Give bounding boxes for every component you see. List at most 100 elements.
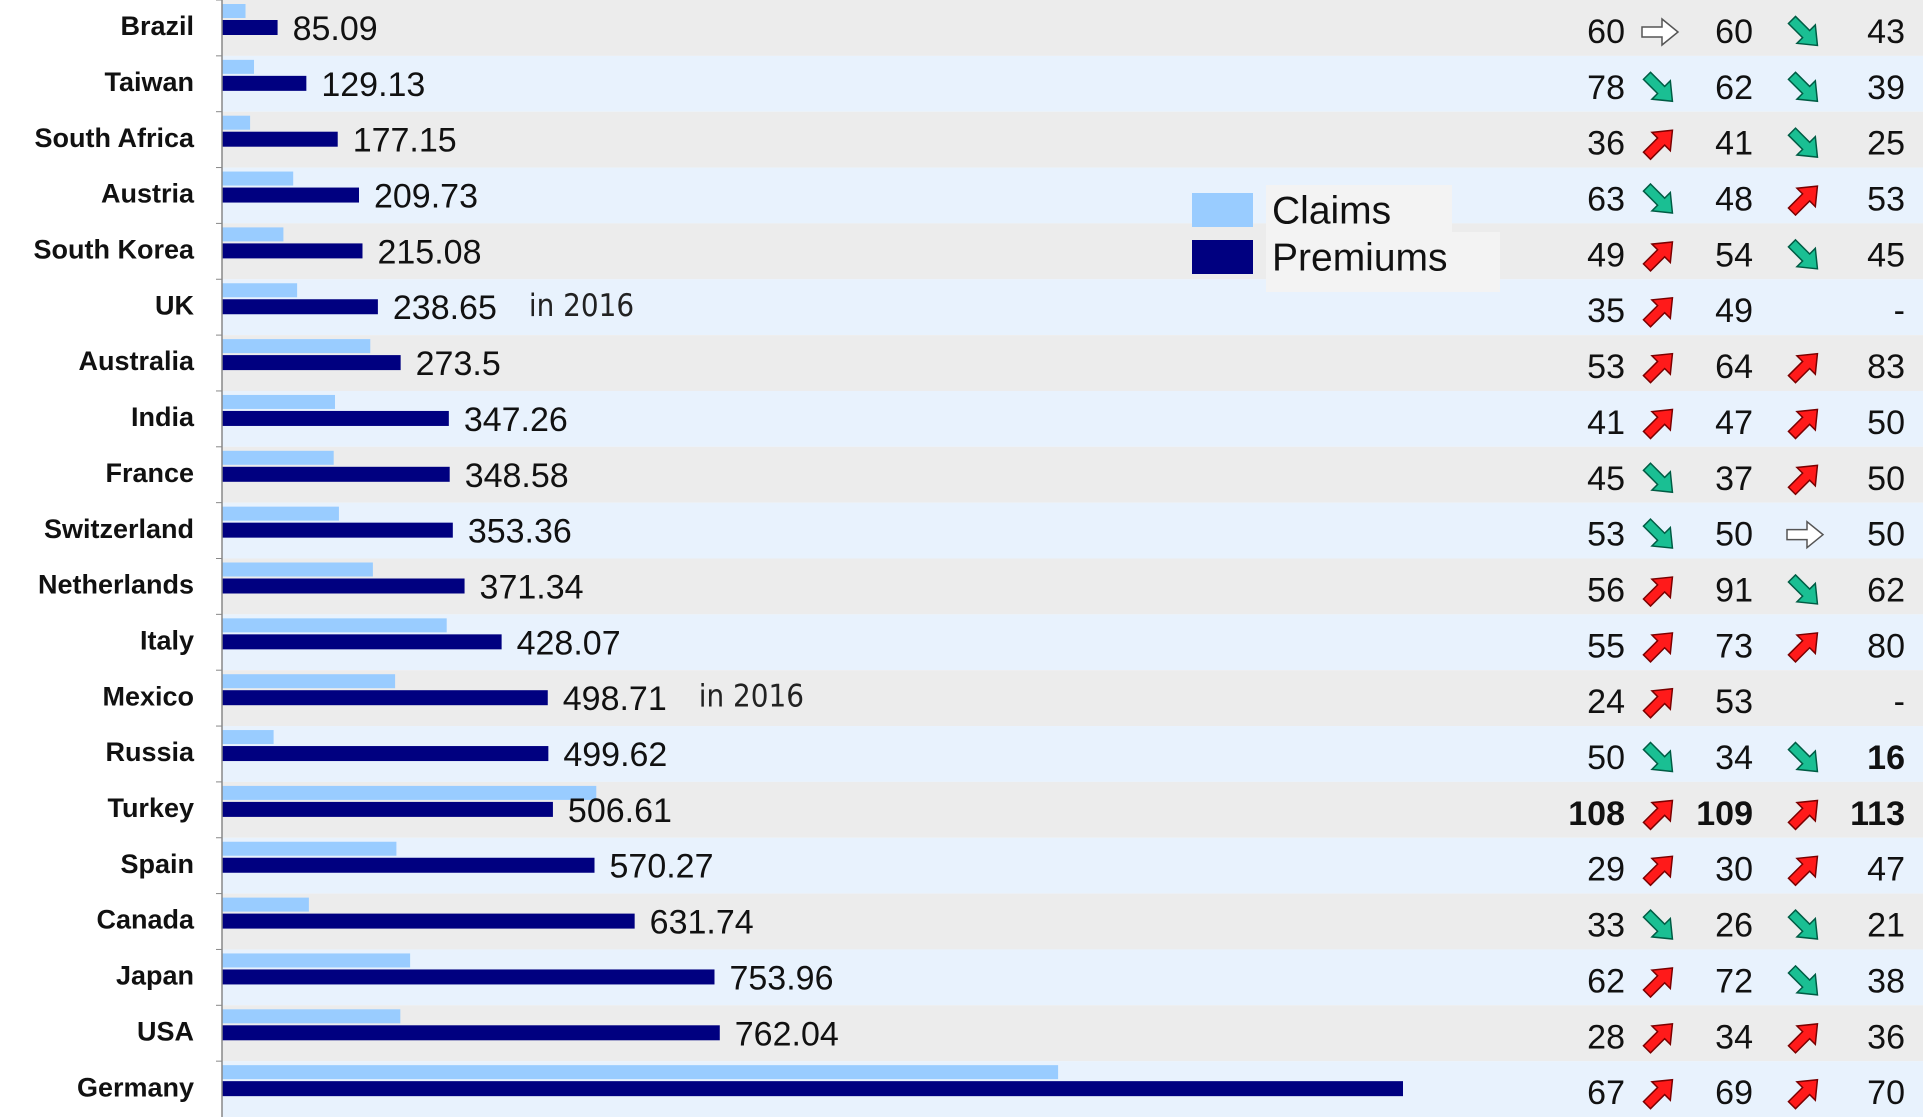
- claims-bar: [222, 841, 397, 856]
- table-value: 63: [1587, 181, 1625, 219]
- country-label: Mexico: [102, 681, 194, 711]
- trend-arrow: [1642, 518, 1674, 549]
- annotation: in 2016: [699, 679, 804, 715]
- table-value: 35: [1587, 292, 1625, 330]
- table-value: 50: [1867, 404, 1905, 442]
- value-label: 129.13: [321, 66, 425, 104]
- table-value: -: [1894, 292, 1905, 330]
- table-value: 49: [1715, 292, 1753, 330]
- table-value: 45: [1587, 460, 1625, 498]
- country-label: Taiwan: [104, 67, 194, 97]
- trend-arrow: [1787, 1078, 1819, 1110]
- table-value: 45: [1867, 236, 1905, 274]
- claims-bar: [222, 674, 396, 689]
- trend-arrow: [1642, 296, 1674, 328]
- country-label: South Africa: [34, 123, 194, 153]
- claims-bar: [222, 4, 246, 18]
- table-value: 50: [1867, 516, 1905, 554]
- country-label: Canada: [96, 905, 195, 935]
- trend-arrow: [1787, 464, 1819, 496]
- table-value: 50: [1715, 516, 1753, 554]
- trend-arrow: [1642, 352, 1674, 384]
- trend-arrow: [1642, 855, 1674, 887]
- premiums-bar: [222, 131, 338, 147]
- row-band: [222, 167, 1923, 224]
- table-value: 36: [1867, 1018, 1905, 1056]
- claims-bar: [222, 618, 447, 633]
- row-band: [222, 55, 1923, 112]
- table-value: 62: [1867, 571, 1905, 609]
- claims-bar: [222, 394, 336, 409]
- trend-arrow: [1642, 687, 1674, 719]
- claims-bar: [222, 339, 371, 354]
- table-value: 30: [1715, 851, 1753, 889]
- table-value: 73: [1715, 627, 1753, 665]
- country-label: Italy: [140, 625, 194, 655]
- value-label: 506.61: [568, 792, 672, 830]
- trend-arrow: [1787, 15, 1819, 47]
- value-label: 209.73: [374, 178, 478, 216]
- trend-arrow: [1642, 408, 1674, 440]
- trend-arrow: [1787, 185, 1819, 217]
- trend-arrow: [1787, 632, 1819, 663]
- value-label: 762.04: [735, 1015, 839, 1053]
- table-value: 67: [1587, 1074, 1625, 1112]
- legend-label: Premiums: [1272, 236, 1448, 279]
- premiums-bar: [222, 243, 363, 259]
- trend-arrow: [1787, 127, 1819, 158]
- row-band: [222, 0, 1923, 56]
- premiums-bar: [222, 522, 453, 538]
- claims-bar: [222, 506, 339, 521]
- trend-arrow: [1787, 352, 1819, 384]
- premiums-bar: [222, 857, 595, 873]
- row-band: [222, 390, 1923, 447]
- country-label: Russia: [105, 737, 195, 767]
- value-label: 348.58: [465, 457, 569, 495]
- row-band: [222, 558, 1923, 615]
- claims-bar: [222, 1065, 1059, 1080]
- claims-bar: [222, 283, 298, 298]
- claims-bar: [222, 562, 373, 577]
- table-value: 72: [1715, 962, 1753, 1000]
- premiums-bar: [222, 969, 715, 985]
- trend-arrow: [1787, 799, 1819, 831]
- value-label: 177.15: [353, 122, 457, 160]
- table-value: 49: [1587, 236, 1625, 274]
- value-label: 85.09: [293, 10, 378, 48]
- value-label: 215.08: [377, 233, 481, 271]
- row-band: [222, 279, 1923, 336]
- trend-arrow: [1642, 462, 1674, 494]
- value-label: 353.36: [468, 513, 572, 551]
- country-label: India: [131, 402, 195, 432]
- claims-bar: [222, 953, 411, 968]
- table-value: 29: [1587, 851, 1625, 889]
- row-band: [222, 614, 1923, 671]
- trend-arrow: [1642, 71, 1674, 103]
- legend-swatch: [1192, 193, 1253, 227]
- country-label: Switzerland: [44, 514, 194, 544]
- trend-arrow: [1641, 17, 1680, 47]
- table-value: 78: [1587, 69, 1625, 107]
- table-value: 55: [1587, 627, 1625, 665]
- premiums-bar: [222, 1081, 1403, 1097]
- table-value: 83: [1867, 348, 1905, 386]
- table-value: 48: [1715, 181, 1753, 219]
- trend-arrow: [1787, 741, 1819, 773]
- table-value: 53: [1715, 683, 1753, 721]
- country-label: France: [105, 458, 194, 488]
- premiums-bar: [222, 913, 635, 929]
- trend-arrow: [1642, 241, 1674, 273]
- table-value: 108: [1568, 795, 1625, 833]
- table-value: 34: [1715, 1018, 1753, 1056]
- value-label: 238.65: [393, 289, 497, 327]
- table-value: 64: [1715, 348, 1753, 386]
- row-band: [222, 446, 1923, 503]
- trend-arrow: [1642, 967, 1674, 999]
- row-backgrounds: [222, 0, 1923, 1117]
- premiums-bar: [222, 187, 359, 203]
- country-label: Turkey: [107, 793, 194, 823]
- table-value: 50: [1587, 739, 1625, 777]
- premiums-bar: [222, 410, 449, 426]
- premiums-bar: [222, 466, 450, 482]
